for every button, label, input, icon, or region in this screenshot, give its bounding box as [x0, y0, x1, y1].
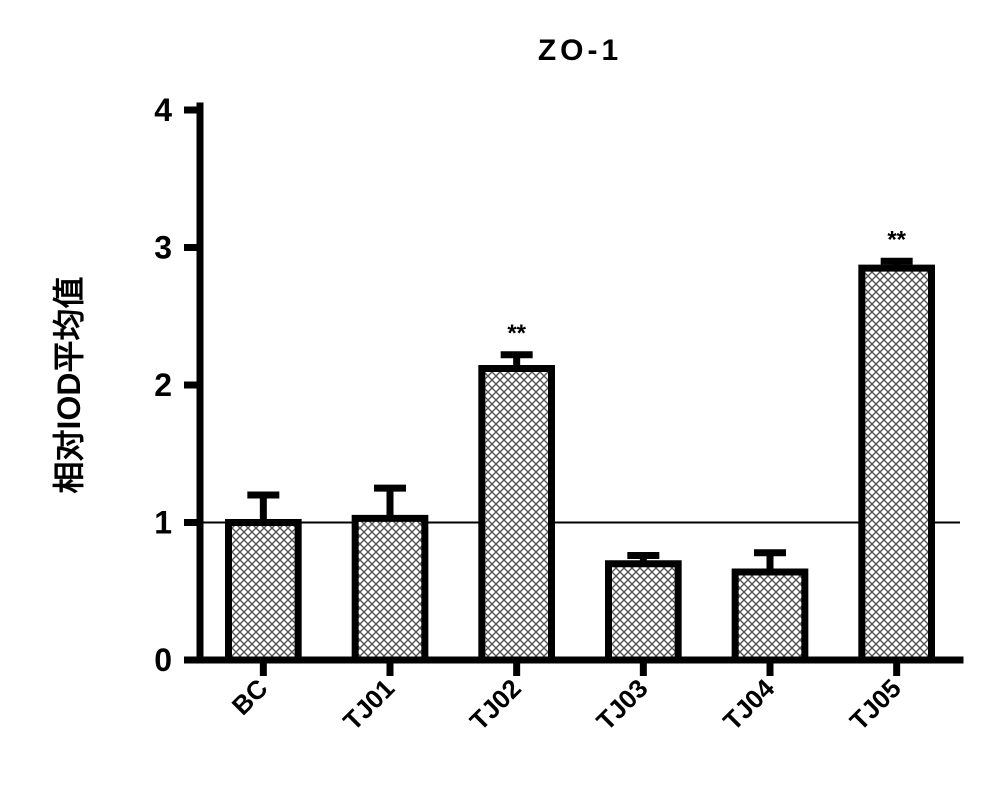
- bar: [229, 523, 299, 661]
- bar-chart-zo1: ZO-1 相对IOD平均值 ** ** 0 1 2 3 4 BC TJ01 TJ02 TJ03 T…: [0, 0, 1000, 791]
- x-tick-label: BC: [226, 673, 274, 721]
- x-tick-label: TJ03: [590, 673, 653, 736]
- y-axis-label: 相对IOD平均值: [51, 277, 87, 494]
- x-tick-labels: BC TJ01 TJ02 TJ03 TJ04 TJ05: [226, 673, 907, 736]
- bars-group: [229, 268, 932, 660]
- chart-title: ZO-1: [538, 34, 622, 67]
- y-tick-label: 2: [154, 367, 172, 403]
- x-tick-label: TJ02: [464, 673, 527, 736]
- significance-markers: ** **: [507, 226, 906, 347]
- y-tick-label: 1: [154, 505, 172, 541]
- error-bars: [247, 261, 912, 572]
- y-tick-label: 3: [154, 230, 172, 266]
- bar: [862, 268, 932, 660]
- y-tick-labels: 0 1 2 3 4: [154, 92, 172, 678]
- x-tick-label: TJ04: [717, 673, 780, 736]
- x-tick-label: TJ05: [844, 673, 907, 736]
- y-tick-label: 4: [154, 92, 172, 128]
- bar: [355, 518, 425, 660]
- bar: [609, 564, 679, 660]
- significance-label: **: [887, 226, 906, 253]
- x-tick-label: TJ01: [337, 673, 400, 736]
- y-tick-label: 0: [154, 642, 172, 678]
- bar: [482, 369, 552, 661]
- significance-label: **: [507, 320, 526, 347]
- bar: [735, 572, 805, 660]
